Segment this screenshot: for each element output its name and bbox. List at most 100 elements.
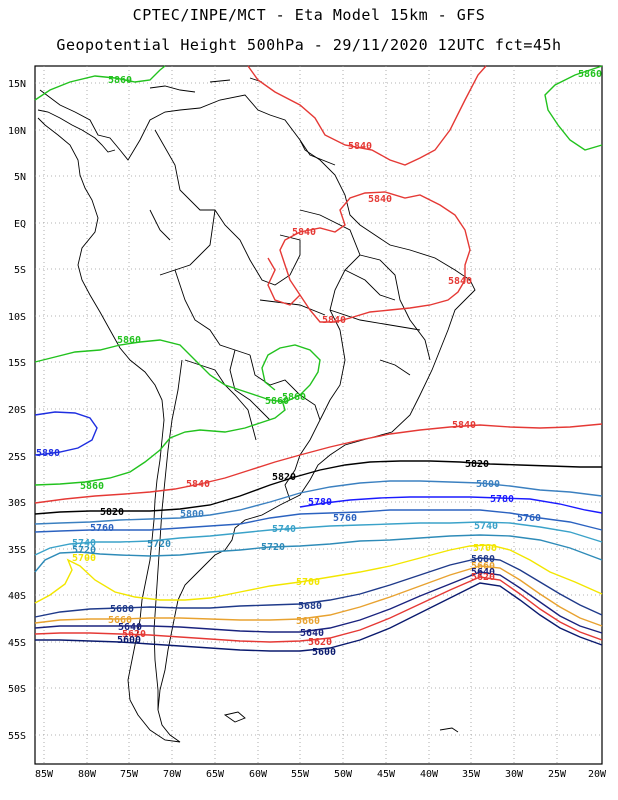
- contour-label: 5820: [100, 507, 124, 518]
- lon-label: 55W: [291, 769, 310, 780]
- lon-label: 45W: [377, 769, 396, 780]
- contour-5860-south: [34, 399, 286, 486]
- lat-label: 30S: [8, 498, 26, 509]
- brazil-state-borders: [259, 139, 431, 421]
- contour-label: 5840: [448, 276, 472, 287]
- contour-label: 5660: [296, 616, 320, 627]
- chart-title-line-2: Geopotential Height 500hPa - 29/11/2020 …: [56, 36, 562, 54]
- lon-label: 75W: [120, 769, 139, 780]
- contour-label: 5700: [473, 543, 497, 554]
- contour-5740: [34, 521, 603, 556]
- lat-label: 35S: [8, 545, 26, 556]
- lon-label: 25W: [548, 769, 567, 780]
- contour-5880: [34, 411, 98, 456]
- contour-label: 5840: [292, 227, 316, 238]
- contour-label: 5820: [465, 459, 489, 470]
- contour-5780: [299, 496, 603, 514]
- lat-label: 10N: [8, 126, 26, 137]
- contour-label: 5840: [186, 479, 210, 490]
- contour-label: 5800: [180, 509, 204, 520]
- contour-5860-north: [34, 65, 166, 101]
- contour-label: 5780: [308, 497, 332, 508]
- contour-label: 5740: [474, 521, 498, 532]
- lat-label: 55S: [8, 731, 26, 742]
- contour-label: 5880: [36, 448, 60, 459]
- lon-label: 70W: [163, 769, 182, 780]
- longitude-labels: 85W 80W 75W 70W 65W 60W 55W 50W 45W 40W …: [35, 769, 607, 780]
- latitude-labels: 15N 10N 5N EQ 5S 10S 15S 20S 25S 30S 35S…: [8, 79, 26, 742]
- lat-label: EQ: [14, 219, 26, 230]
- contour-5600: [35, 582, 603, 652]
- contour-labels: 5860 5860 5840 5840 5840 5840 5840 5860 …: [36, 69, 602, 658]
- contour-label: 5760: [333, 513, 357, 524]
- lat-label: 25S: [8, 452, 26, 463]
- contour-5840-amazon: [279, 191, 471, 323]
- contour-label: 5860: [108, 75, 132, 86]
- contour-label: 5640: [471, 567, 495, 578]
- contour-label: 5720: [261, 542, 285, 553]
- lat-label: 5S: [14, 265, 26, 276]
- lon-label: 50W: [334, 769, 353, 780]
- contour-label: 5680: [110, 604, 134, 615]
- contour-label: 5700: [72, 553, 96, 564]
- contour-label: 5660: [108, 615, 132, 626]
- contour-5840-inner: [267, 257, 301, 306]
- contour-5840-north: [247, 65, 487, 166]
- lon-label: 85W: [35, 769, 54, 780]
- falklands: [223, 711, 246, 723]
- contour-5860-central: [34, 339, 321, 403]
- contour-label: 5660: [471, 561, 495, 572]
- contour-label: 5640: [118, 622, 142, 633]
- contour-label: 5800: [476, 479, 500, 490]
- lon-label: 80W: [78, 769, 97, 780]
- contour-label: 5860: [578, 69, 602, 80]
- contour-label: 5840: [368, 194, 392, 205]
- contour-label: 5620: [308, 637, 332, 648]
- contour-label: 5740: [272, 524, 296, 535]
- contour-5700: [34, 544, 603, 604]
- contour-label: 5720: [72, 545, 96, 556]
- lat-label: 15S: [8, 358, 26, 369]
- contour-5680: [34, 557, 603, 618]
- contour-label: 5700: [296, 577, 320, 588]
- contour-5620: [34, 576, 603, 643]
- contour-label: 5760: [517, 513, 541, 524]
- contour-5760: [34, 509, 603, 533]
- lat-label: 15N: [8, 79, 26, 90]
- lat-label: 10S: [8, 312, 26, 323]
- contour-label: 5600: [117, 635, 141, 646]
- contour-label: 5860: [282, 392, 306, 403]
- contour-5840-south: [34, 423, 603, 504]
- contour-label: 5620: [471, 572, 495, 583]
- lon-label: 65W: [206, 769, 225, 780]
- lon-label: 30W: [505, 769, 524, 780]
- south-georgia: [439, 727, 459, 733]
- lon-label: 40W: [420, 769, 439, 780]
- contour-5640: [34, 571, 603, 634]
- contour-label: 5840: [348, 141, 372, 152]
- lon-label: 35W: [462, 769, 481, 780]
- lat-label: 50S: [8, 684, 26, 695]
- contour-5820: [34, 460, 602, 515]
- contour-5660: [34, 565, 603, 627]
- contour-label: 5680: [298, 601, 322, 612]
- contour-label: 5640: [300, 628, 324, 639]
- lat-label: 40S: [8, 591, 26, 602]
- contour-label: 5860: [265, 396, 289, 407]
- contour-5860-northeast: [544, 65, 603, 151]
- contour-lines: [34, 65, 603, 652]
- lat-label: 45S: [8, 638, 26, 649]
- contour-label: 5840: [452, 420, 476, 431]
- contour-label: 5780: [490, 494, 514, 505]
- contour-label: 5740: [72, 538, 96, 549]
- contour-5720: [34, 534, 603, 573]
- contour-label: 5720: [147, 539, 171, 550]
- lon-label: 60W: [249, 769, 268, 780]
- lat-label: 20S: [8, 405, 26, 416]
- contour-label: 5760: [90, 523, 114, 534]
- south-america-outline: [37, 89, 476, 743]
- contour-5800: [34, 480, 603, 525]
- contour-label: 5820: [272, 472, 296, 483]
- contour-label: 5680: [471, 554, 495, 565]
